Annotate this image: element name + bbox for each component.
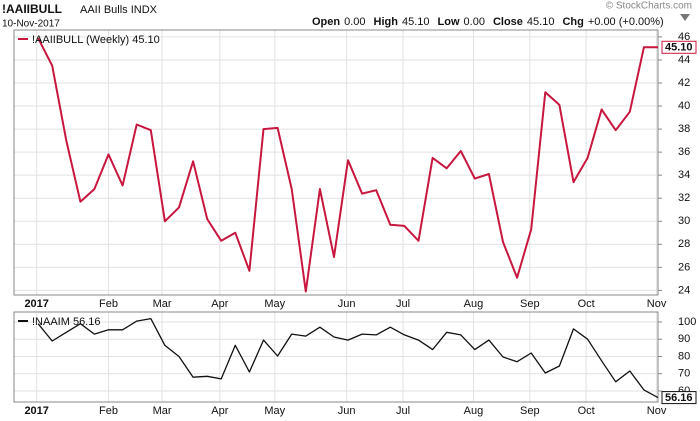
y-tick-label: 46 [678, 31, 690, 43]
quote-value: 45.10 [402, 16, 430, 28]
last-value-label: 45.10 [665, 42, 693, 54]
last-value-label: 56.16 [665, 392, 693, 404]
y-tick-label: 38 [678, 123, 690, 135]
quote-value: +0.00 (+0.00%) [588, 16, 664, 28]
x-tick-label: Mar [153, 298, 172, 310]
menu-icon[interactable] [680, 14, 690, 21]
quote-label: Close [493, 16, 523, 28]
quote: Open 0.00 High 45.10 Low 0.00 Close 45.10 Chg +0.… [312, 16, 664, 28]
quote-label: Open [312, 16, 340, 28]
y-tick-label: 26 [678, 261, 690, 273]
x-tick-label: Nov [647, 405, 667, 417]
y-tick-label: 100 [678, 316, 696, 328]
symbol: !AAIIBULL [2, 2, 62, 16]
x-tick-label: Jun [338, 405, 356, 417]
y-tick-label: 30 [678, 215, 690, 227]
quote-label: High [374, 16, 399, 28]
quote-label: Chg [562, 16, 583, 28]
y-tick-label: 40 [678, 100, 690, 112]
x-tick-label: Sep [520, 405, 540, 417]
quote-value: 0.00 [344, 16, 365, 28]
x-tick-label: Aug [464, 405, 484, 417]
x-tick-label: May [264, 405, 285, 417]
x-tick-label: Jul [396, 405, 410, 417]
x-tick-label: Feb [99, 298, 118, 310]
legend-label: !NAAIM 56.16 [32, 316, 100, 328]
x-tick-label: Oct [578, 405, 595, 417]
y-tick-label: 34 [678, 169, 690, 181]
y-tick-label: 80 [678, 350, 690, 362]
x-tick-label: Aug [464, 298, 484, 310]
x-tick-label: Sep [520, 298, 540, 310]
y-tick-label: 44 [678, 54, 690, 66]
x-tick-label: Oct [578, 298, 595, 310]
last-value-tag [661, 391, 697, 405]
quote-label: Low [438, 16, 460, 28]
y-tick-label: 28 [678, 238, 690, 250]
last-value-tag [661, 40, 697, 54]
symbol-name: AAII Bulls INDX [80, 4, 158, 16]
x-tick-label: May [264, 298, 285, 310]
watermark: © StockCharts.com [606, 1, 692, 12]
y-tick-label: 24 [678, 284, 690, 296]
quote-value: 0.00 [464, 16, 485, 28]
x-tick-label: Mar [153, 405, 172, 417]
x-tick-label: 2017 [24, 298, 48, 310]
line [37, 37, 658, 293]
x-tick-label: Jul [396, 298, 410, 310]
date: 10-Nov-2017 [2, 19, 60, 30]
panel-frame [13, 29, 659, 296]
y-tick-label: 70 [678, 368, 690, 380]
y-tick-label: 42 [678, 77, 690, 89]
x-tick-label: Nov [647, 298, 667, 310]
y-tick-label: 32 [678, 192, 690, 204]
x-tick-label: Apr [211, 298, 228, 310]
x-tick-label: 2017 [24, 405, 48, 417]
x-tick-label: Feb [99, 405, 118, 417]
y-tick-label: 90 [678, 333, 690, 345]
panel-frame [13, 311, 659, 403]
legend-label: !AAIIBULL (Weekly) 45.10 [32, 34, 160, 46]
x-tick-label: Apr [211, 405, 228, 417]
x-tick-label: Jun [338, 298, 356, 310]
line [37, 317, 658, 399]
quote-value: 45.10 [527, 16, 555, 28]
y-tick-label: 36 [678, 146, 690, 158]
